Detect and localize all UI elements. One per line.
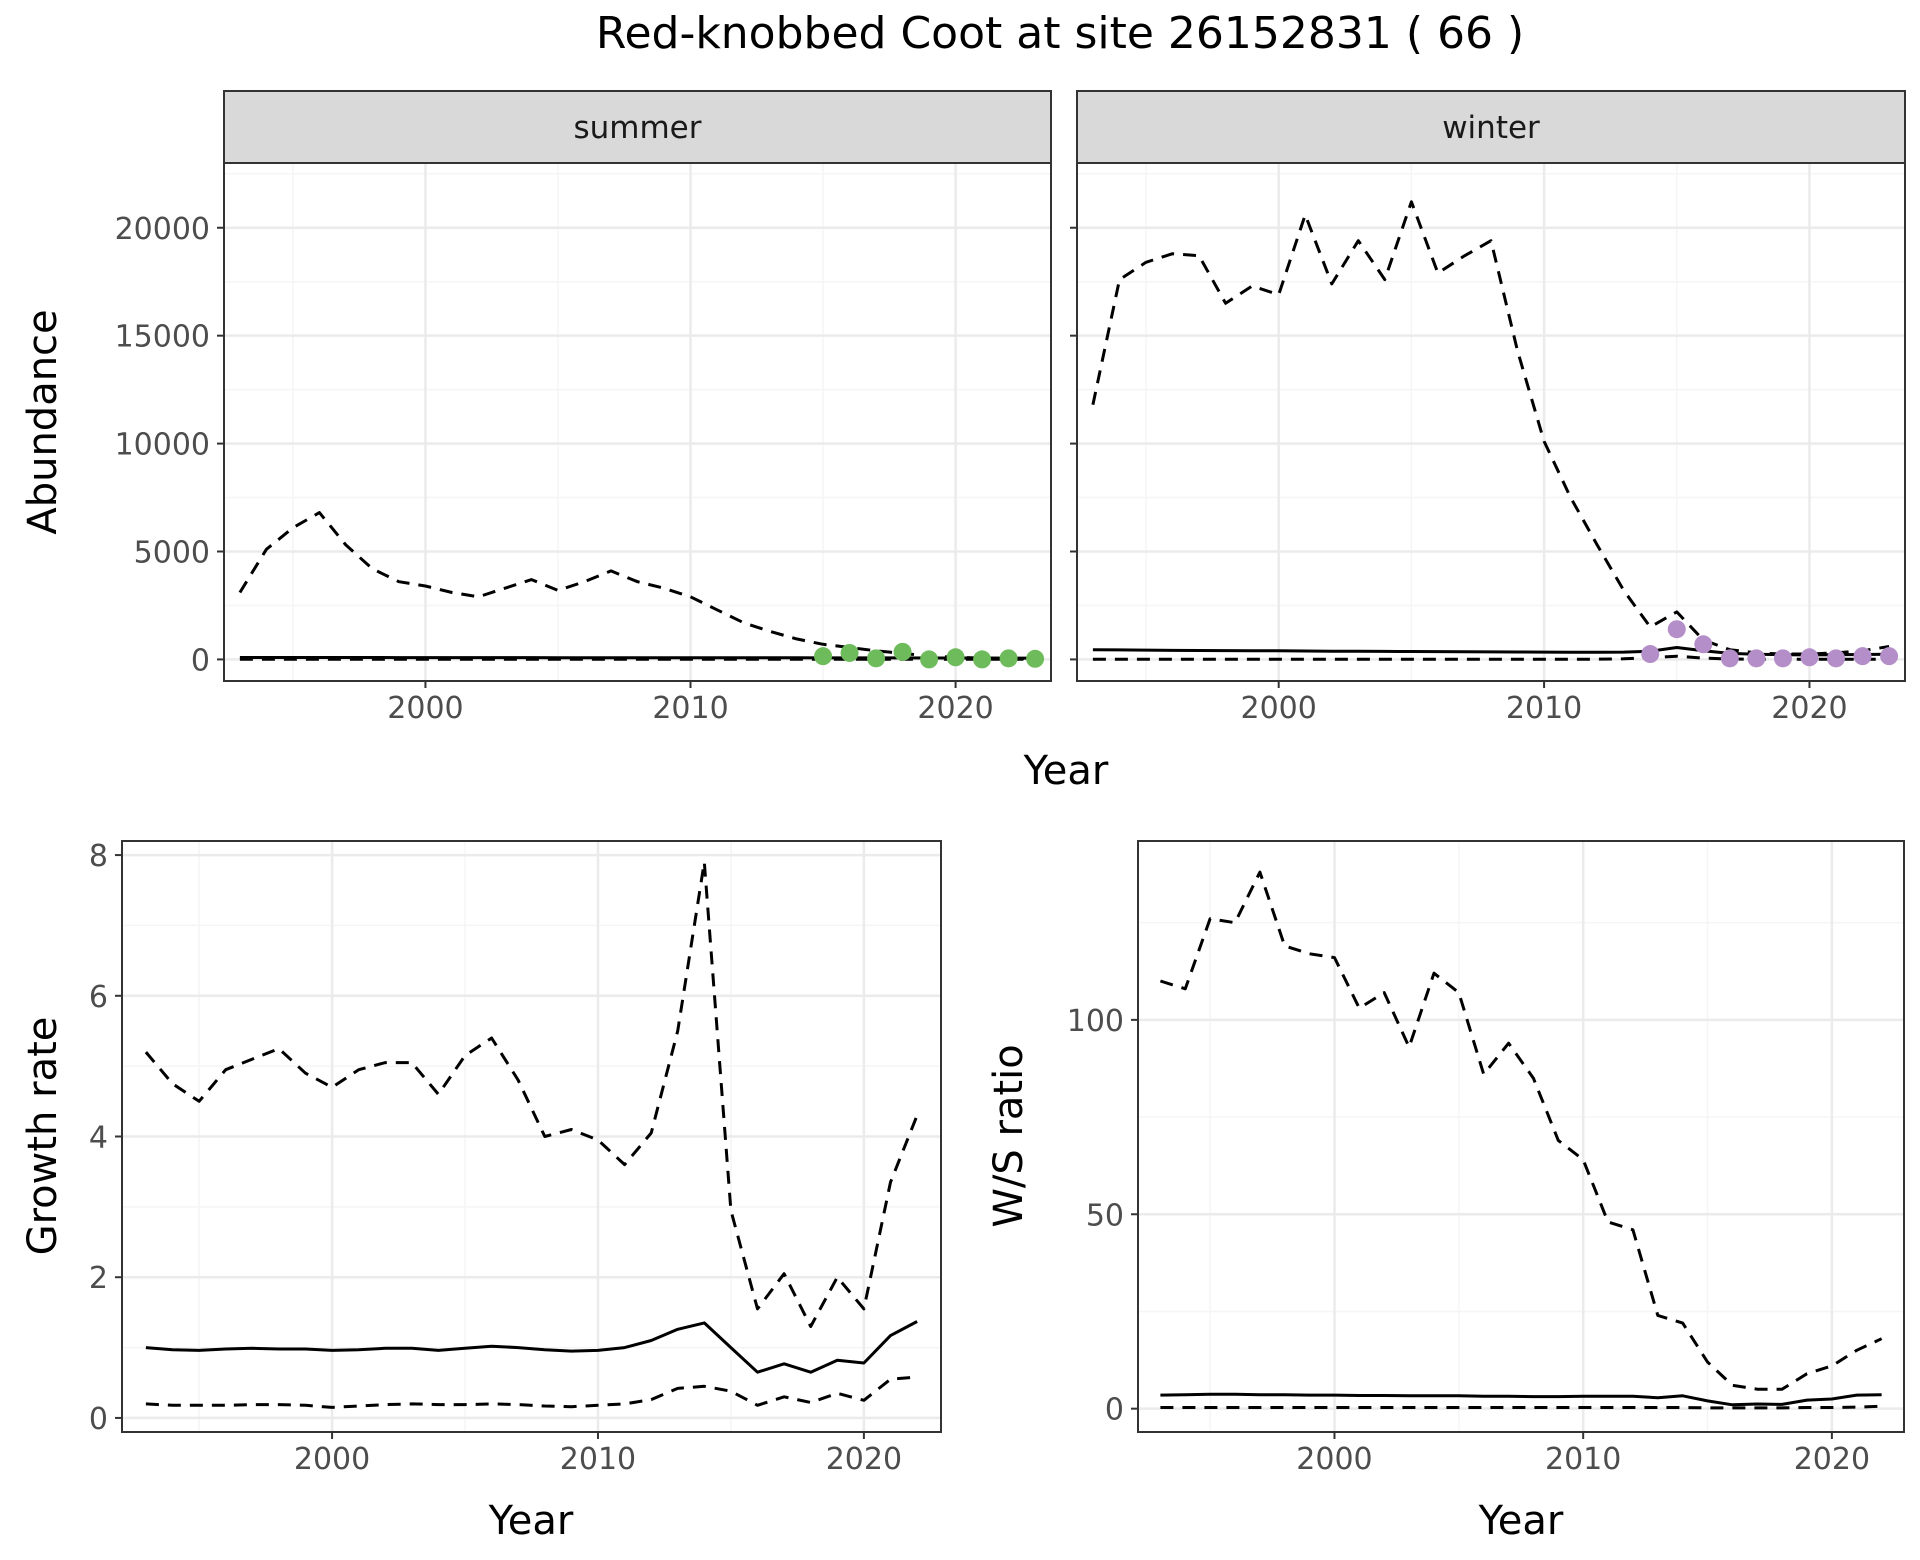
abundance-winter-observed-point <box>1694 635 1713 654</box>
ws-ratio-y-axis-title: W/S ratio <box>986 1044 1032 1227</box>
growth-upper-line <box>144 860 919 1328</box>
ws-ratio-estimate-line <box>1160 1392 1882 1407</box>
growth-y-tick-label: 6 <box>89 980 108 1015</box>
abundance-x-axis-title: Year <box>1023 748 1109 794</box>
ws-ratio-panel: 2000 2010 2020 0 50 100 <box>1067 840 1905 1477</box>
abundance-summer-observed-point <box>1026 649 1045 668</box>
abundance-winter-observed-point <box>1667 620 1686 639</box>
figure-title: Red-knobbed Coot at site 26152831 ( 66 ) <box>596 8 1524 59</box>
abundance-winter-observed-point <box>1800 648 1819 667</box>
abundance-summer-panel: 2000 2010 2020 0 5000 10000 15000 20000 summer <box>115 90 1052 726</box>
abundance-summer-observed-point <box>893 642 912 661</box>
growth-x-tick-label: 2020 <box>826 1442 902 1477</box>
abundance-summer-observed-point <box>840 643 859 662</box>
ws-ratio-y-tick-label: 100 <box>1067 1004 1124 1039</box>
abundance-winter-panel: 2000 2010 2020 winter <box>1070 90 1906 726</box>
abundance-winter-x-tick-label: 2010 <box>1506 691 1582 726</box>
abundance-summer-observed-point <box>814 647 833 666</box>
growth-y-tick-label: 8 <box>89 839 108 874</box>
abundance-winter-observed-point <box>1827 649 1845 668</box>
ws-ratio-y-tick-label: 0 <box>1105 1393 1124 1428</box>
ws-ratio-y-tick-label: 50 <box>1086 1198 1124 1233</box>
abundance-summer-strip <box>223 90 1052 164</box>
ws-ratio-upper-line <box>1159 870 1883 1391</box>
abundance-summer-strip-label: summer <box>573 110 701 146</box>
growth-y-tick-label: 2 <box>89 1261 108 1296</box>
ws-ratio-plot-background <box>1138 841 1904 1432</box>
growth-y-axis-title: Growth rate <box>20 1017 66 1256</box>
growth-y-tick-label: 4 <box>89 1121 108 1156</box>
growth-x-axis-title: Year <box>488 1498 574 1544</box>
abundance-winter-observed-point <box>1747 649 1766 668</box>
abundance-winter-observed-point <box>1773 649 1792 668</box>
abundance-winter-x-tick-label: 2000 <box>1241 691 1317 726</box>
ws-ratio-x-tick-label: 2010 <box>1545 1442 1621 1477</box>
abundance-winter-observed-point <box>1641 645 1660 664</box>
abundance-summer-observed-point <box>867 649 886 668</box>
abundance-summer-panel-border <box>223 162 1052 682</box>
growth-x-tick-label: 2000 <box>294 1442 370 1477</box>
growth-panel-border <box>121 840 942 1433</box>
abundance-summer-y-tick-label: 0 <box>191 643 210 678</box>
abundance-winter-observed-point <box>1853 647 1872 666</box>
abundance-winter-x-tick-label: 2020 <box>1771 691 1847 726</box>
ws-ratio-x-tick-label: 2000 <box>1296 1442 1372 1477</box>
abundance-winter-observed-point <box>1880 647 1899 666</box>
abundance-summer-plot-background <box>224 163 1051 681</box>
abundance-summer-observed-point <box>946 648 965 667</box>
abundance-summer-observed-point <box>920 650 939 669</box>
abundance-summer-y-tick-label: 10000 <box>115 428 210 463</box>
ws-ratio-x-axis-title: Year <box>1478 1498 1564 1544</box>
growth-lower-line <box>145 1375 918 1409</box>
growth-estimate-line <box>145 1320 918 1374</box>
abundance-summer-x-tick-label: 2000 <box>387 691 463 726</box>
ws-ratio-lower-line <box>1160 1404 1882 1410</box>
abundance-winter-plot-background <box>1077 163 1905 681</box>
abundance-summer-observed-point <box>999 649 1018 668</box>
abundance-winter-strip <box>1076 90 1906 164</box>
abundance-summer-x-tick-label: 2010 <box>652 691 728 726</box>
abundance-y-axis-title: Abundance <box>20 309 66 534</box>
abundance-winter-observed-point <box>1720 649 1739 668</box>
abundance-summer-y-tick-label: 5000 <box>134 536 210 571</box>
growth-x-tick-label: 2010 <box>560 1442 636 1477</box>
abundance-summer-x-tick-label: 2020 <box>917 691 993 726</box>
abundance-summer-observed-point <box>973 650 992 669</box>
abundance-winter-panel-border <box>1076 162 1906 682</box>
ws-ratio-x-tick-label: 2020 <box>1794 1442 1870 1477</box>
ws-ratio-panel-border <box>1137 840 1905 1433</box>
abundance-summer-y-tick-label: 20000 <box>115 212 210 247</box>
abundance-summer-y-tick-label: 15000 <box>115 320 210 355</box>
abundance-winter-strip-label: winter <box>1442 110 1540 146</box>
growth-panel: 2000 2010 2020 0 2 4 6 8 <box>89 839 942 1477</box>
growth-y-tick-label: 0 <box>89 1402 108 1437</box>
